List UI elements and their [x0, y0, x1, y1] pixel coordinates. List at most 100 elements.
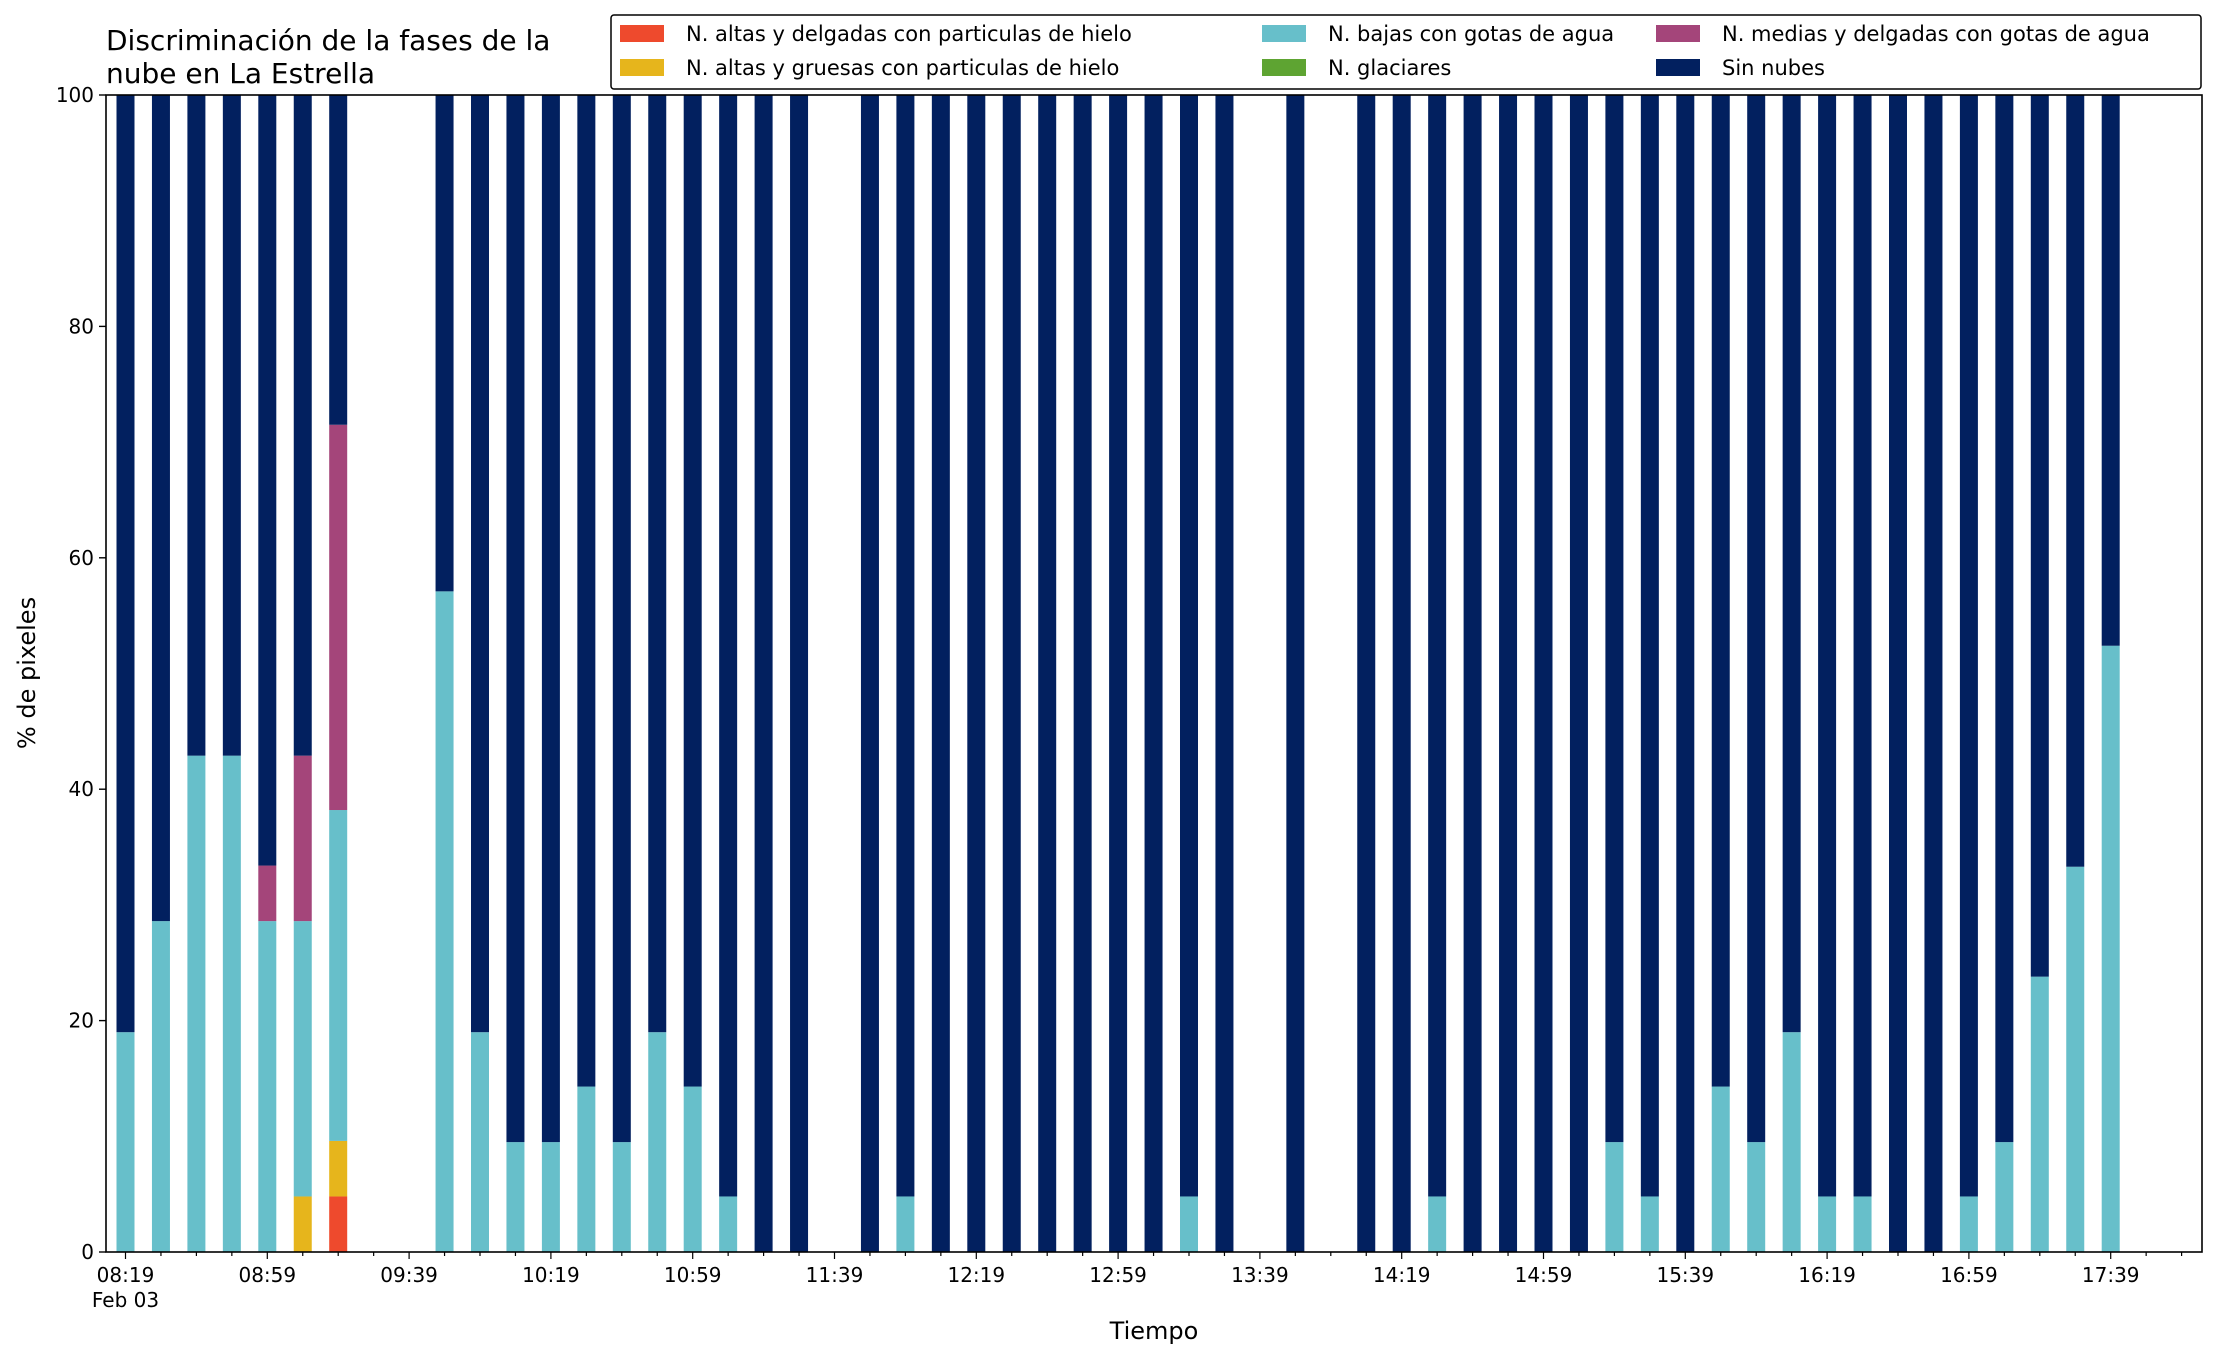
bar-segment: [648, 1032, 667, 1252]
bar-segment: [1605, 95, 1624, 1143]
bar-segment: [1818, 95, 1837, 1197]
bar-segment: [860, 95, 879, 1252]
bar-segment: [1215, 95, 1234, 1252]
bar-segment: [293, 95, 312, 756]
bar-segment: [329, 424, 348, 811]
x-tick-label: 10:59: [664, 1263, 722, 1287]
bar-segment: [1853, 95, 1872, 1197]
bar-segment: [896, 95, 915, 1197]
bar-segment: [1180, 1196, 1198, 1252]
legend-label: N. bajas con gotas de agua: [1328, 22, 1614, 46]
bar-segment: [683, 95, 702, 1087]
bar-segment: [1747, 1142, 1766, 1252]
bar-segment: [116, 1032, 135, 1252]
bar-segment: [293, 1196, 312, 1252]
x-tick-label: 13:39: [1231, 1263, 1289, 1287]
bar-segment: [1605, 1142, 1624, 1252]
bar-segment: [151, 921, 170, 1252]
bar-segment: [1002, 95, 1021, 1252]
x-tick-label: 10:19: [522, 1263, 580, 1287]
bar-segment: [1428, 95, 1447, 1197]
bar-segment: [222, 95, 241, 756]
bar-segment: [1782, 1032, 1801, 1252]
bar-segment: [329, 810, 348, 1141]
x-axis: 08:19 08:59 09:39 10:19 10:59 11:39 12:19 12:59…: [92, 1252, 2183, 1312]
bar-segment: [293, 921, 312, 1197]
bar-segment: [1711, 95, 1730, 1087]
x-tick-label: 11:39: [806, 1263, 864, 1287]
bar-segment: [2030, 95, 2049, 977]
bar-segment: [506, 95, 525, 1143]
legend-swatch: [1262, 25, 1306, 42]
x-tick-label: 16:59: [1940, 1263, 1998, 1287]
bar-segment: [577, 95, 596, 1087]
bar-segment: [187, 95, 206, 756]
bar-segment: [222, 755, 241, 1252]
bar-segment: [329, 95, 348, 425]
y-axis-label: % de pixeles: [13, 597, 41, 749]
bar-segment: [1959, 95, 1978, 1197]
y-tick-label: 60: [69, 546, 94, 570]
bar-segment: [151, 95, 170, 922]
x-tick-label: 09:39: [380, 1263, 438, 1287]
bar-segment: [293, 755, 312, 922]
x-tick-label: 17:39: [2082, 1263, 2140, 1287]
y-tick-label: 0: [81, 1240, 94, 1264]
bar-segment: [1463, 95, 1482, 1252]
bar-segment: [1640, 1196, 1659, 1252]
y-tick-label: 40: [69, 777, 94, 801]
bar-segment: [931, 95, 950, 1252]
bar-segment: [1073, 95, 1092, 1252]
bar-segment: [1569, 95, 1588, 1252]
legend-label: Sin nubes: [1722, 56, 1825, 80]
bar-segment: [471, 1032, 489, 1252]
bar-segment: [1889, 95, 1907, 1252]
legend: N. altas y delgadas con particulas de hi…: [610, 14, 2202, 90]
y-tick-label: 20: [69, 1009, 94, 1033]
x-tick-label: 15:39: [1656, 1263, 1714, 1287]
bar-segment: [1499, 95, 1518, 1252]
bar-segment: [754, 95, 773, 1252]
bar-segment: [258, 865, 277, 922]
bar-segment: [719, 1196, 738, 1252]
bar-segment: [612, 95, 631, 1143]
bar-segment: [1711, 1086, 1730, 1252]
bar-segment: [1853, 1196, 1872, 1252]
bar-segment: [1818, 1196, 1837, 1252]
bar-segment: [1995, 95, 2014, 1143]
bar-segment: [648, 95, 667, 1033]
x-date-label: Feb 03: [92, 1288, 159, 1312]
y-tick-label: 100: [56, 83, 94, 107]
bar-segment: [1640, 95, 1659, 1197]
bar-segment: [683, 1086, 702, 1252]
y-axis: 0 20 40 60 80 100: [56, 83, 106, 1264]
bar-segment: [1959, 1196, 1978, 1252]
bar-segment: [506, 1142, 525, 1252]
bar-segment: [2030, 976, 2049, 1252]
bar-segment: [1180, 95, 1198, 1197]
bar-segment: [435, 95, 454, 592]
bar-segment: [1109, 95, 1128, 1252]
bar-segment: [471, 95, 489, 1033]
x-axis-label: Tiempo: [1109, 1317, 1199, 1345]
legend-swatch: [620, 59, 664, 76]
bar-segment: [1534, 95, 1553, 1252]
bar-segment: [2101, 95, 2120, 646]
bar-segment: [967, 95, 986, 1252]
bar-segment: [1747, 95, 1766, 1143]
bar-segment: [2066, 866, 2085, 1252]
chart-title-line-1: Discriminación de la fases de la: [106, 24, 550, 57]
bar-segment: [1428, 1196, 1447, 1252]
bar-segment: [435, 591, 454, 1252]
legend-swatch: [1262, 59, 1306, 76]
legend-label: N. glaciares: [1328, 56, 1451, 80]
chart-title-line-2: nube en La Estrella: [106, 57, 375, 90]
bar-segment: [1144, 95, 1163, 1252]
bar-segment: [1286, 95, 1305, 1252]
bar-segment: [329, 1196, 348, 1252]
bar-segment: [1392, 95, 1411, 1252]
bar-segment: [2066, 95, 2085, 867]
x-tick-label: 08:19: [97, 1263, 155, 1287]
bar-segment: [719, 95, 738, 1197]
